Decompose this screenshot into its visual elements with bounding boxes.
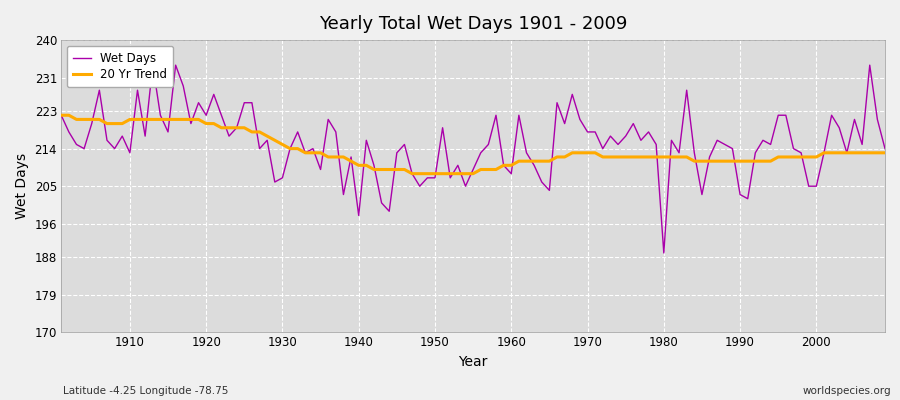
- 20 Yr Trend: [330, 154, 341, 159]
- 20 Yr Trend: [605, 154, 616, 159]
- Wet Days: [659, 250, 670, 255]
- Line: Wet Days: Wet Days: [61, 65, 885, 253]
- Wet Days: [514, 113, 525, 118]
- Legend: Wet Days, 20 Yr Trend: Wet Days, 20 Yr Trend: [68, 46, 173, 87]
- 20 Yr Trend: [407, 171, 418, 176]
- Wet Days: [605, 134, 616, 138]
- Wet Days: [148, 63, 158, 68]
- 20 Yr Trend: [879, 150, 890, 155]
- Wet Days: [338, 192, 349, 197]
- Wet Days: [56, 113, 67, 118]
- 20 Yr Trend: [514, 159, 525, 164]
- Line: 20 Yr Trend: 20 Yr Trend: [61, 115, 885, 174]
- 20 Yr Trend: [506, 163, 517, 168]
- Wet Days: [117, 134, 128, 138]
- Wet Days: [292, 130, 303, 134]
- Wet Days: [879, 146, 890, 151]
- Text: worldspecies.org: worldspecies.org: [803, 386, 891, 396]
- Title: Yearly Total Wet Days 1901 - 2009: Yearly Total Wet Days 1901 - 2009: [319, 15, 627, 33]
- Y-axis label: Wet Days: Wet Days: [15, 153, 29, 219]
- 20 Yr Trend: [117, 121, 128, 126]
- 20 Yr Trend: [56, 113, 67, 118]
- X-axis label: Year: Year: [458, 355, 488, 369]
- Text: Latitude -4.25 Longitude -78.75: Latitude -4.25 Longitude -78.75: [63, 386, 229, 396]
- 20 Yr Trend: [284, 146, 295, 151]
- Wet Days: [506, 171, 517, 176]
